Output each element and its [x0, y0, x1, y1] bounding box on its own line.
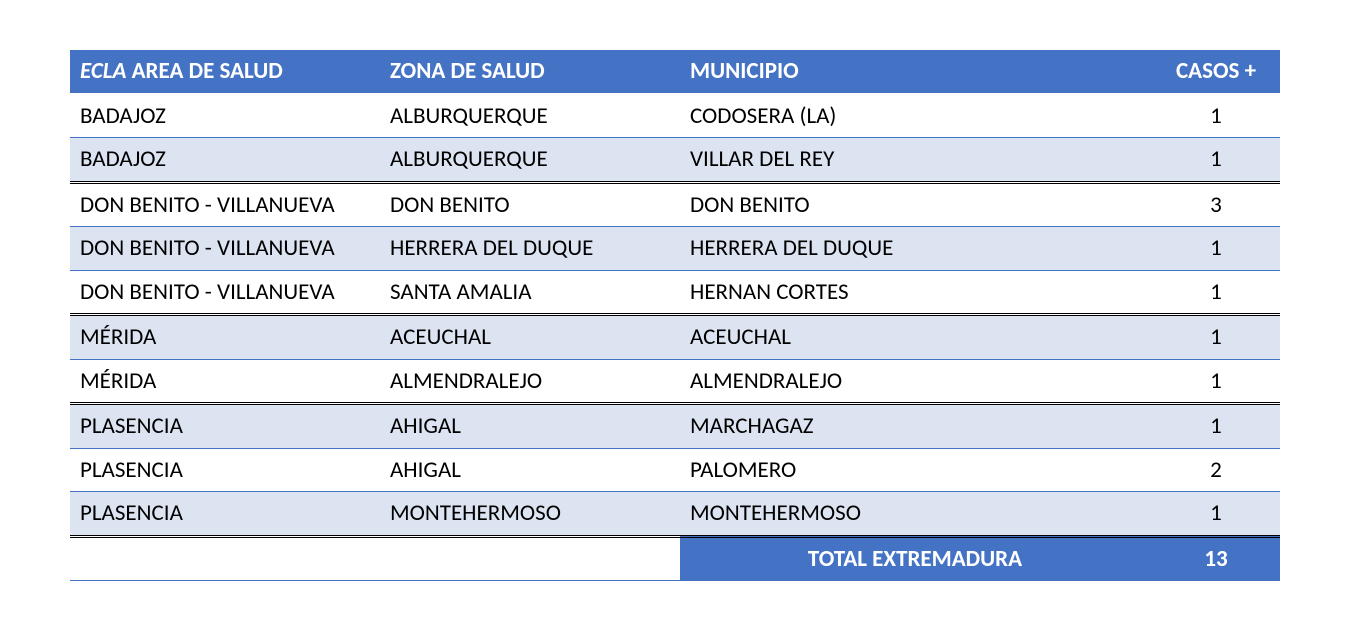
col-header-municipio: MUNICIPIO — [680, 50, 1150, 94]
cell-area: BADAJOZ — [70, 138, 380, 183]
cell-area: MÉRIDA — [70, 315, 380, 360]
footer-total-label: TOTAL EXTREMADURA — [680, 536, 1150, 581]
cell-casos: 1 — [1150, 492, 1280, 537]
table-header: ECLA AREA DE SALUD ZONA DE SALUD MUNICIP… — [70, 50, 1280, 94]
cell-area: DON BENITO - VILLANUEVA — [70, 270, 380, 315]
col-header-zona: ZONA DE SALUD — [380, 50, 680, 94]
cell-municipio: MARCHAGAZ — [680, 404, 1150, 449]
health-table: ECLA AREA DE SALUD ZONA DE SALUD MUNICIP… — [70, 50, 1280, 581]
col-header-area: ECLA AREA DE SALUD — [70, 50, 380, 94]
cell-zona: HERRERA DEL DUQUE — [380, 227, 680, 271]
cell-casos: 3 — [1150, 182, 1280, 227]
cell-municipio: HERNAN CORTES — [680, 270, 1150, 315]
area-label: AREA DE SALUD — [132, 57, 283, 85]
cell-area: PLASENCIA — [70, 404, 380, 449]
table-row: BADAJOZALBURQUERQUEVILLAR DEL REY1 — [70, 138, 1280, 183]
cell-casos: 1 — [1150, 404, 1280, 449]
cell-zona: ACEUCHAL — [380, 315, 680, 360]
footer-total-value: 13 — [1150, 536, 1280, 581]
table-footer: TOTAL EXTREMADURA 13 — [70, 536, 1280, 581]
cell-municipio: HERRERA DEL DUQUE — [680, 227, 1150, 271]
table-row: BADAJOZALBURQUERQUECODOSERA (LA)1 — [70, 94, 1280, 138]
table-row: DON BENITO - VILLANUEVADON BENITODON BEN… — [70, 182, 1280, 227]
cell-casos: 1 — [1150, 359, 1280, 404]
cell-zona: SANTA AMALIA — [380, 270, 680, 315]
table-row: DON BENITO - VILLANUEVASANTA AMALIAHERNA… — [70, 270, 1280, 315]
cell-municipio: ALMENDRALEJO — [680, 359, 1150, 404]
cell-zona: DON BENITO — [380, 182, 680, 227]
cell-area: PLASENCIA — [70, 492, 380, 537]
cell-casos: 1 — [1150, 315, 1280, 360]
cell-casos: 1 — [1150, 138, 1280, 183]
table-row: PLASENCIAMONTEHERMOSOMONTEHERMOSO1 — [70, 492, 1280, 537]
footer-blank — [70, 536, 680, 581]
cell-municipio: CODOSERA (LA) — [680, 94, 1150, 138]
cell-municipio: MONTEHERMOSO — [680, 492, 1150, 537]
cell-municipio: ACEUCHAL — [680, 315, 1150, 360]
table-body: BADAJOZALBURQUERQUECODOSERA (LA)1BADAJOZ… — [70, 94, 1280, 537]
table-row: MÉRIDAALMENDRALEJOALMENDRALEJO1 — [70, 359, 1280, 404]
table-row: MÉRIDAACEUCHALACEUCHAL1 — [70, 315, 1280, 360]
cell-zona: AHIGAL — [380, 448, 680, 492]
cell-zona: ALBURQUERQUE — [380, 138, 680, 183]
cell-area: DON BENITO - VILLANUEVA — [70, 227, 380, 271]
cell-casos: 1 — [1150, 270, 1280, 315]
table-row: DON BENITO - VILLANUEVAHERRERA DEL DUQUE… — [70, 227, 1280, 271]
cell-area: PLASENCIA — [70, 448, 380, 492]
cell-zona: AHIGAL — [380, 404, 680, 449]
cell-zona: ALMENDRALEJO — [380, 359, 680, 404]
table-row: PLASENCIAAHIGALMARCHAGAZ1 — [70, 404, 1280, 449]
cell-casos: 2 — [1150, 448, 1280, 492]
cell-zona: MONTEHERMOSO — [380, 492, 680, 537]
cell-municipio: PALOMERO — [680, 448, 1150, 492]
col-header-casos: CASOS + — [1150, 50, 1280, 94]
cell-municipio: DON BENITO — [680, 182, 1150, 227]
table-row: PLASENCIAAHIGALPALOMERO2 — [70, 448, 1280, 492]
cell-area: BADAJOZ — [70, 94, 380, 138]
cell-municipio: VILLAR DEL REY — [680, 138, 1150, 183]
cell-area: MÉRIDA — [70, 359, 380, 404]
cell-zona: ALBURQUERQUE — [380, 94, 680, 138]
ecla-prefix: ECLA — [80, 57, 126, 85]
page: ECLA AREA DE SALUD ZONA DE SALUD MUNICIP… — [0, 0, 1350, 634]
cell-casos: 1 — [1150, 227, 1280, 271]
cell-casos: 1 — [1150, 94, 1280, 138]
cell-area: DON BENITO - VILLANUEVA — [70, 182, 380, 227]
